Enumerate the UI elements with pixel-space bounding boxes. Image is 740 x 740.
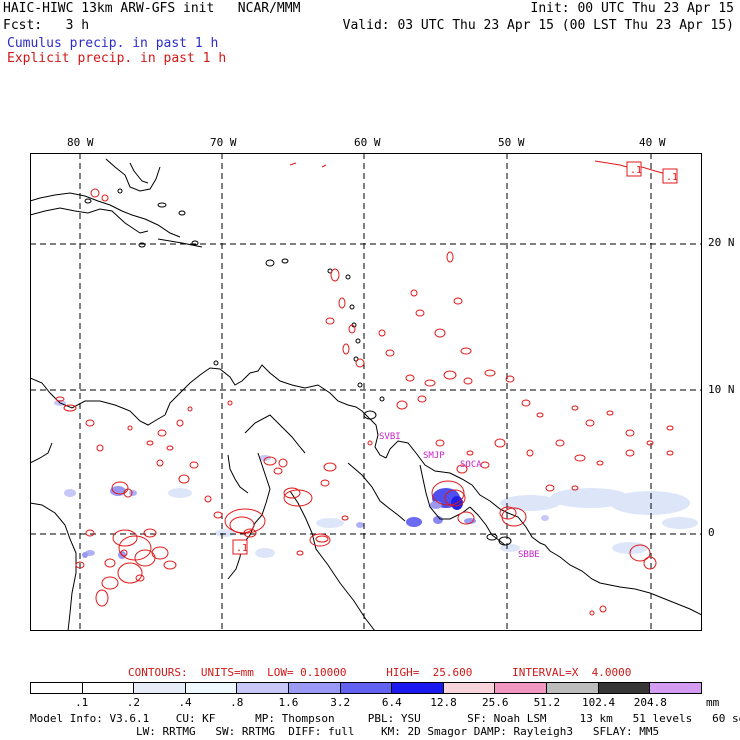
colorbar-tick-label: 6.4	[381, 696, 402, 709]
station-smjp: SMJP	[423, 451, 445, 461]
model-info-line2: LW: RRTMG SW: RRTMG DIFF: full KM: 2D Sm…	[30, 725, 660, 738]
colorbar-segment	[597, 683, 650, 693]
colorbar-tick-label: .8	[230, 696, 244, 709]
contour-label-3: .1	[236, 543, 248, 554]
island-coastlines	[84, 188, 512, 546]
colorbar-segment	[494, 683, 547, 693]
station-soca: SOCA	[460, 460, 482, 470]
contour-label-boxes	[232, 161, 678, 555]
forecast-hour: Fcst: 3 h	[3, 18, 90, 33]
colorbar-tick-label: 102.4	[582, 696, 616, 709]
colorbar-segment	[31, 683, 82, 693]
colorbar-segment	[133, 683, 185, 693]
colorbar-segment	[184, 683, 237, 693]
contour-info: CONTOURS: UNITS=mm LOW= 0.10000 HIGH= 25…	[128, 666, 632, 679]
model-title: HAIC-HIWC 13km ARW-GFS init NCAR/MMM	[3, 1, 301, 16]
legend-explicit: Explicit precip. in past 1 h	[7, 51, 227, 66]
colorbar-segment	[546, 683, 598, 693]
legend-cumulus: Cumulus precip. in past 1 h	[7, 36, 219, 51]
colorbar-tick-label: 25.6	[481, 696, 509, 709]
precipitation-map: .1 .1 .1 SVBI SMJP SOCA SBBE	[30, 153, 702, 631]
lat-label-10n: 10 N	[708, 383, 735, 396]
lat-lon-grid	[30, 153, 702, 631]
colorbar-segment	[81, 683, 134, 693]
map-frame	[30, 153, 702, 631]
lon-label-80w: 80 W	[67, 136, 94, 149]
colorbar-segment	[649, 683, 701, 693]
colorbar-unit: mm	[706, 696, 720, 709]
station-sbbe: SBBE	[518, 550, 540, 560]
light-precip-areas	[168, 488, 698, 558]
contour-label-1: .1	[630, 165, 642, 176]
colorbar	[30, 682, 702, 694]
colorbar-segment	[288, 683, 340, 693]
lon-label-50w: 50 W	[498, 136, 525, 149]
colorbar-tick-label: .1	[75, 696, 89, 709]
lat-label-0: 0	[708, 526, 715, 539]
model-info-line1: Model Info: V3.6.1 CU: KF MP: Thompson P…	[30, 712, 740, 725]
valid-time: Valid: 03 UTC Thu 23 Apr 15 (00 LST Thu …	[342, 18, 734, 33]
colorbar-tick-label: 51.2	[533, 696, 561, 709]
lat-label-20n: 20 N	[708, 236, 735, 249]
colorbar-tick-label: .2	[126, 696, 140, 709]
lon-label-40w: 40 W	[639, 136, 666, 149]
contour-label-2: .1	[666, 172, 678, 183]
colorbar-segment	[391, 683, 443, 693]
lon-label-70w: 70 W	[210, 136, 237, 149]
colorbar-tick-label: 3.2	[330, 696, 351, 709]
colorbar-segment	[339, 683, 392, 693]
station-svbi: SVBI	[379, 432, 401, 442]
colorbar-tick-label: 204.8	[633, 696, 667, 709]
colorbar-tick-label: 12.8	[430, 696, 457, 709]
explicit-precip-contours	[55, 160, 674, 616]
colorbar-segment	[442, 683, 495, 693]
colorbar-segment	[236, 683, 289, 693]
colorbar-tick-label: .4	[178, 696, 192, 709]
lon-label-60w: 60 W	[354, 136, 381, 149]
colorbar-tick-label: 1.6	[278, 696, 299, 709]
init-time: Init: 00 UTC Thu 23 Apr 15	[530, 1, 735, 16]
